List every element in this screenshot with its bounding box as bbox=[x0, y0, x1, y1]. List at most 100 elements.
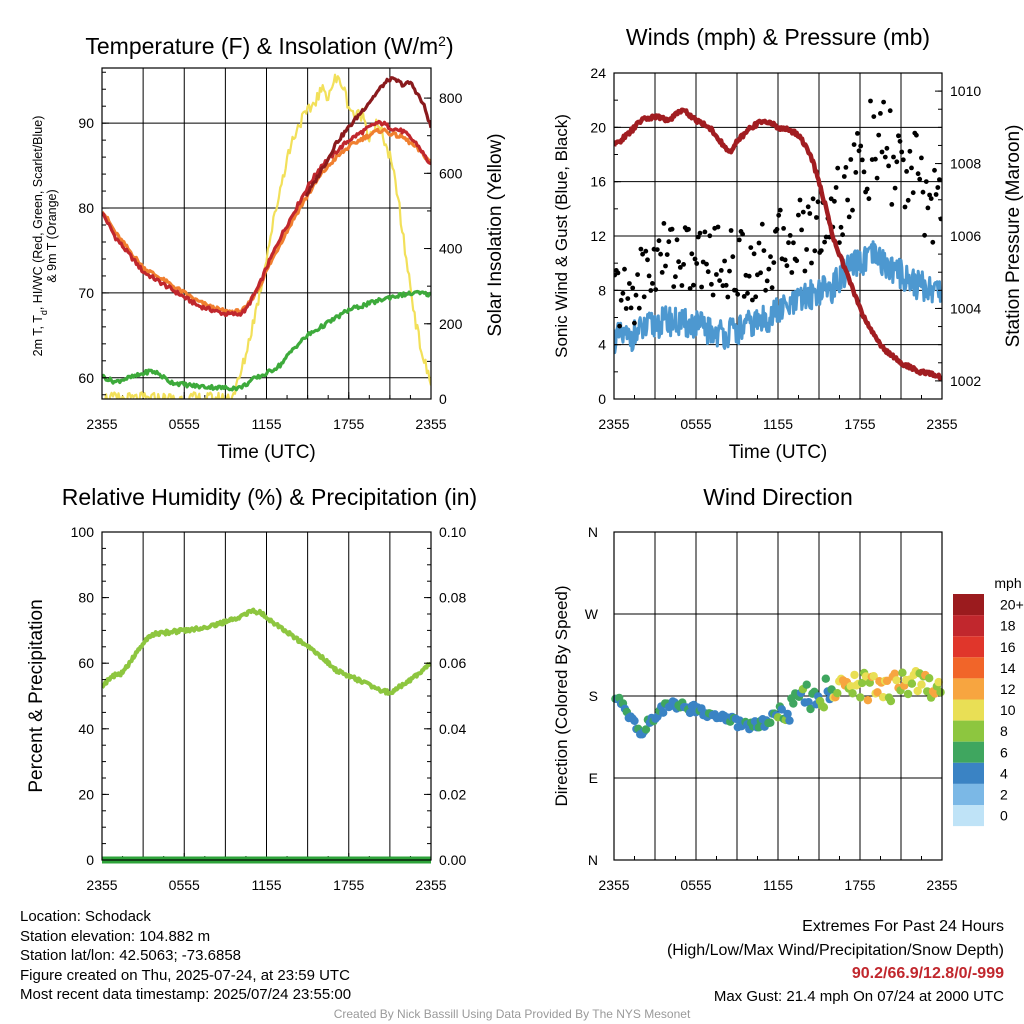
x-tick-label: 1155 bbox=[251, 877, 281, 893]
direction-point bbox=[802, 680, 811, 689]
legend-label: 10 bbox=[1000, 702, 1016, 718]
location-text: Location: Schodack bbox=[20, 908, 151, 925]
gust-point bbox=[914, 132, 919, 138]
legend-label: 8 bbox=[1000, 723, 1008, 739]
right-y-tick-label: 0.08 bbox=[439, 590, 466, 606]
wind-y-axis-label: Sonic Wind & Gust (Blue, Black) bbox=[552, 114, 571, 358]
gust-point bbox=[910, 190, 916, 196]
legend-label: 20+ bbox=[1000, 597, 1024, 613]
temperature-panel: Temperature (F) & Insolation (W/m2) 2355 0… bbox=[31, 33, 506, 463]
legend-label: 6 bbox=[1000, 744, 1008, 760]
pressure-line bbox=[614, 107, 942, 381]
gust-point bbox=[874, 175, 880, 181]
gust-point bbox=[861, 169, 867, 175]
left-y-tick-label: 20 bbox=[590, 119, 606, 135]
gust-point bbox=[837, 240, 842, 246]
gust-point bbox=[925, 205, 931, 211]
gust-point bbox=[927, 192, 932, 198]
direction-points bbox=[611, 667, 945, 739]
legend-label: 4 bbox=[1000, 765, 1008, 781]
legend-swatch bbox=[953, 615, 984, 637]
direction-point bbox=[892, 676, 901, 685]
legend-label: 2 bbox=[1000, 786, 1008, 802]
temperature-series-line bbox=[102, 289, 431, 392]
direction-point bbox=[783, 709, 792, 719]
gust-point bbox=[689, 251, 695, 257]
gust-point bbox=[915, 171, 921, 177]
gust-point bbox=[781, 226, 786, 231]
gust-point bbox=[787, 233, 793, 238]
gust-point bbox=[632, 320, 637, 326]
gust-point bbox=[705, 269, 711, 275]
direction-point bbox=[903, 689, 913, 699]
gust-point bbox=[776, 212, 782, 218]
left-y-tick-label: 8 bbox=[598, 282, 606, 298]
gust-point bbox=[714, 272, 719, 277]
gust-point bbox=[771, 260, 777, 265]
gust-point bbox=[745, 290, 750, 296]
left-y-tick-label: 40 bbox=[78, 721, 94, 737]
legend-label: 14 bbox=[1000, 660, 1016, 676]
right-y-tick-label: 0.06 bbox=[439, 655, 466, 671]
x-tick-label: 1155 bbox=[251, 416, 281, 432]
gust-point bbox=[756, 240, 762, 246]
gust-point bbox=[897, 138, 903, 144]
gust-point bbox=[641, 294, 647, 300]
direction-y-axis-label: Direction (Colored By Speed) bbox=[552, 585, 571, 806]
left-y-tick-label: 12 bbox=[590, 228, 606, 244]
temperature-series-line bbox=[102, 119, 431, 318]
gust-point bbox=[753, 294, 759, 300]
wind-direction-title: Wind Direction bbox=[703, 484, 853, 510]
gust-point bbox=[815, 199, 821, 205]
gust-point bbox=[879, 149, 885, 155]
gust-point bbox=[671, 284, 677, 289]
gust-point bbox=[868, 98, 873, 104]
right-y-tick-label: 0.02 bbox=[439, 786, 466, 802]
gust-point bbox=[938, 216, 942, 222]
temperature-x-axis-label: Time (UTC) bbox=[217, 442, 316, 463]
right-y-tick-label: 1004 bbox=[950, 300, 981, 316]
gust-point bbox=[663, 263, 668, 269]
legend-swatch bbox=[953, 805, 984, 827]
direction-point bbox=[659, 708, 668, 717]
humidity-line bbox=[102, 607, 431, 696]
humidity-title: Relative Humidity (%) & Precipitation (i… bbox=[62, 484, 477, 510]
gust-point bbox=[905, 197, 911, 203]
gust-point bbox=[841, 174, 847, 179]
x-tick-label: 1155 bbox=[763, 416, 793, 432]
gust-point bbox=[876, 132, 882, 138]
temperature-title: Temperature (F) & Insolation (W/m2) bbox=[85, 33, 453, 59]
winds-title: Winds (mph) & Pressure (mb) bbox=[626, 24, 930, 50]
gust-point bbox=[838, 224, 844, 230]
right-y-tick-label: 0.04 bbox=[439, 721, 466, 737]
x-tick-label: 0555 bbox=[680, 877, 711, 893]
gust-point bbox=[686, 226, 691, 232]
extremes-subtitle: (High/Low/Max Wind/Precipitation/Snow De… bbox=[666, 942, 1004, 959]
direction-point bbox=[890, 669, 899, 678]
temperature-series-line bbox=[104, 73, 431, 399]
left-y-tick-label: 60 bbox=[78, 370, 94, 386]
direction-point bbox=[923, 687, 932, 696]
gust-point bbox=[858, 143, 864, 149]
gust-point bbox=[710, 292, 716, 298]
gust-point bbox=[900, 157, 906, 163]
legend-swatch bbox=[953, 636, 984, 658]
direction-point bbox=[789, 699, 798, 708]
gust-point bbox=[818, 248, 824, 254]
direction-point bbox=[913, 686, 922, 696]
gust-point bbox=[853, 170, 859, 175]
plot-grid bbox=[101, 532, 432, 860]
gust-point bbox=[751, 251, 757, 257]
legend-swatch bbox=[953, 762, 984, 784]
gust-point bbox=[881, 99, 886, 105]
gust-point bbox=[727, 268, 732, 274]
gust-point bbox=[766, 266, 772, 272]
gust-point bbox=[812, 248, 818, 254]
left-y-tick-label: 20 bbox=[78, 786, 94, 802]
x-tick-label: 2355 bbox=[86, 877, 117, 893]
gust-point bbox=[646, 273, 652, 279]
right-y-tick-label: 800 bbox=[439, 90, 463, 106]
gust-point bbox=[800, 209, 806, 215]
gust-point bbox=[625, 296, 631, 301]
